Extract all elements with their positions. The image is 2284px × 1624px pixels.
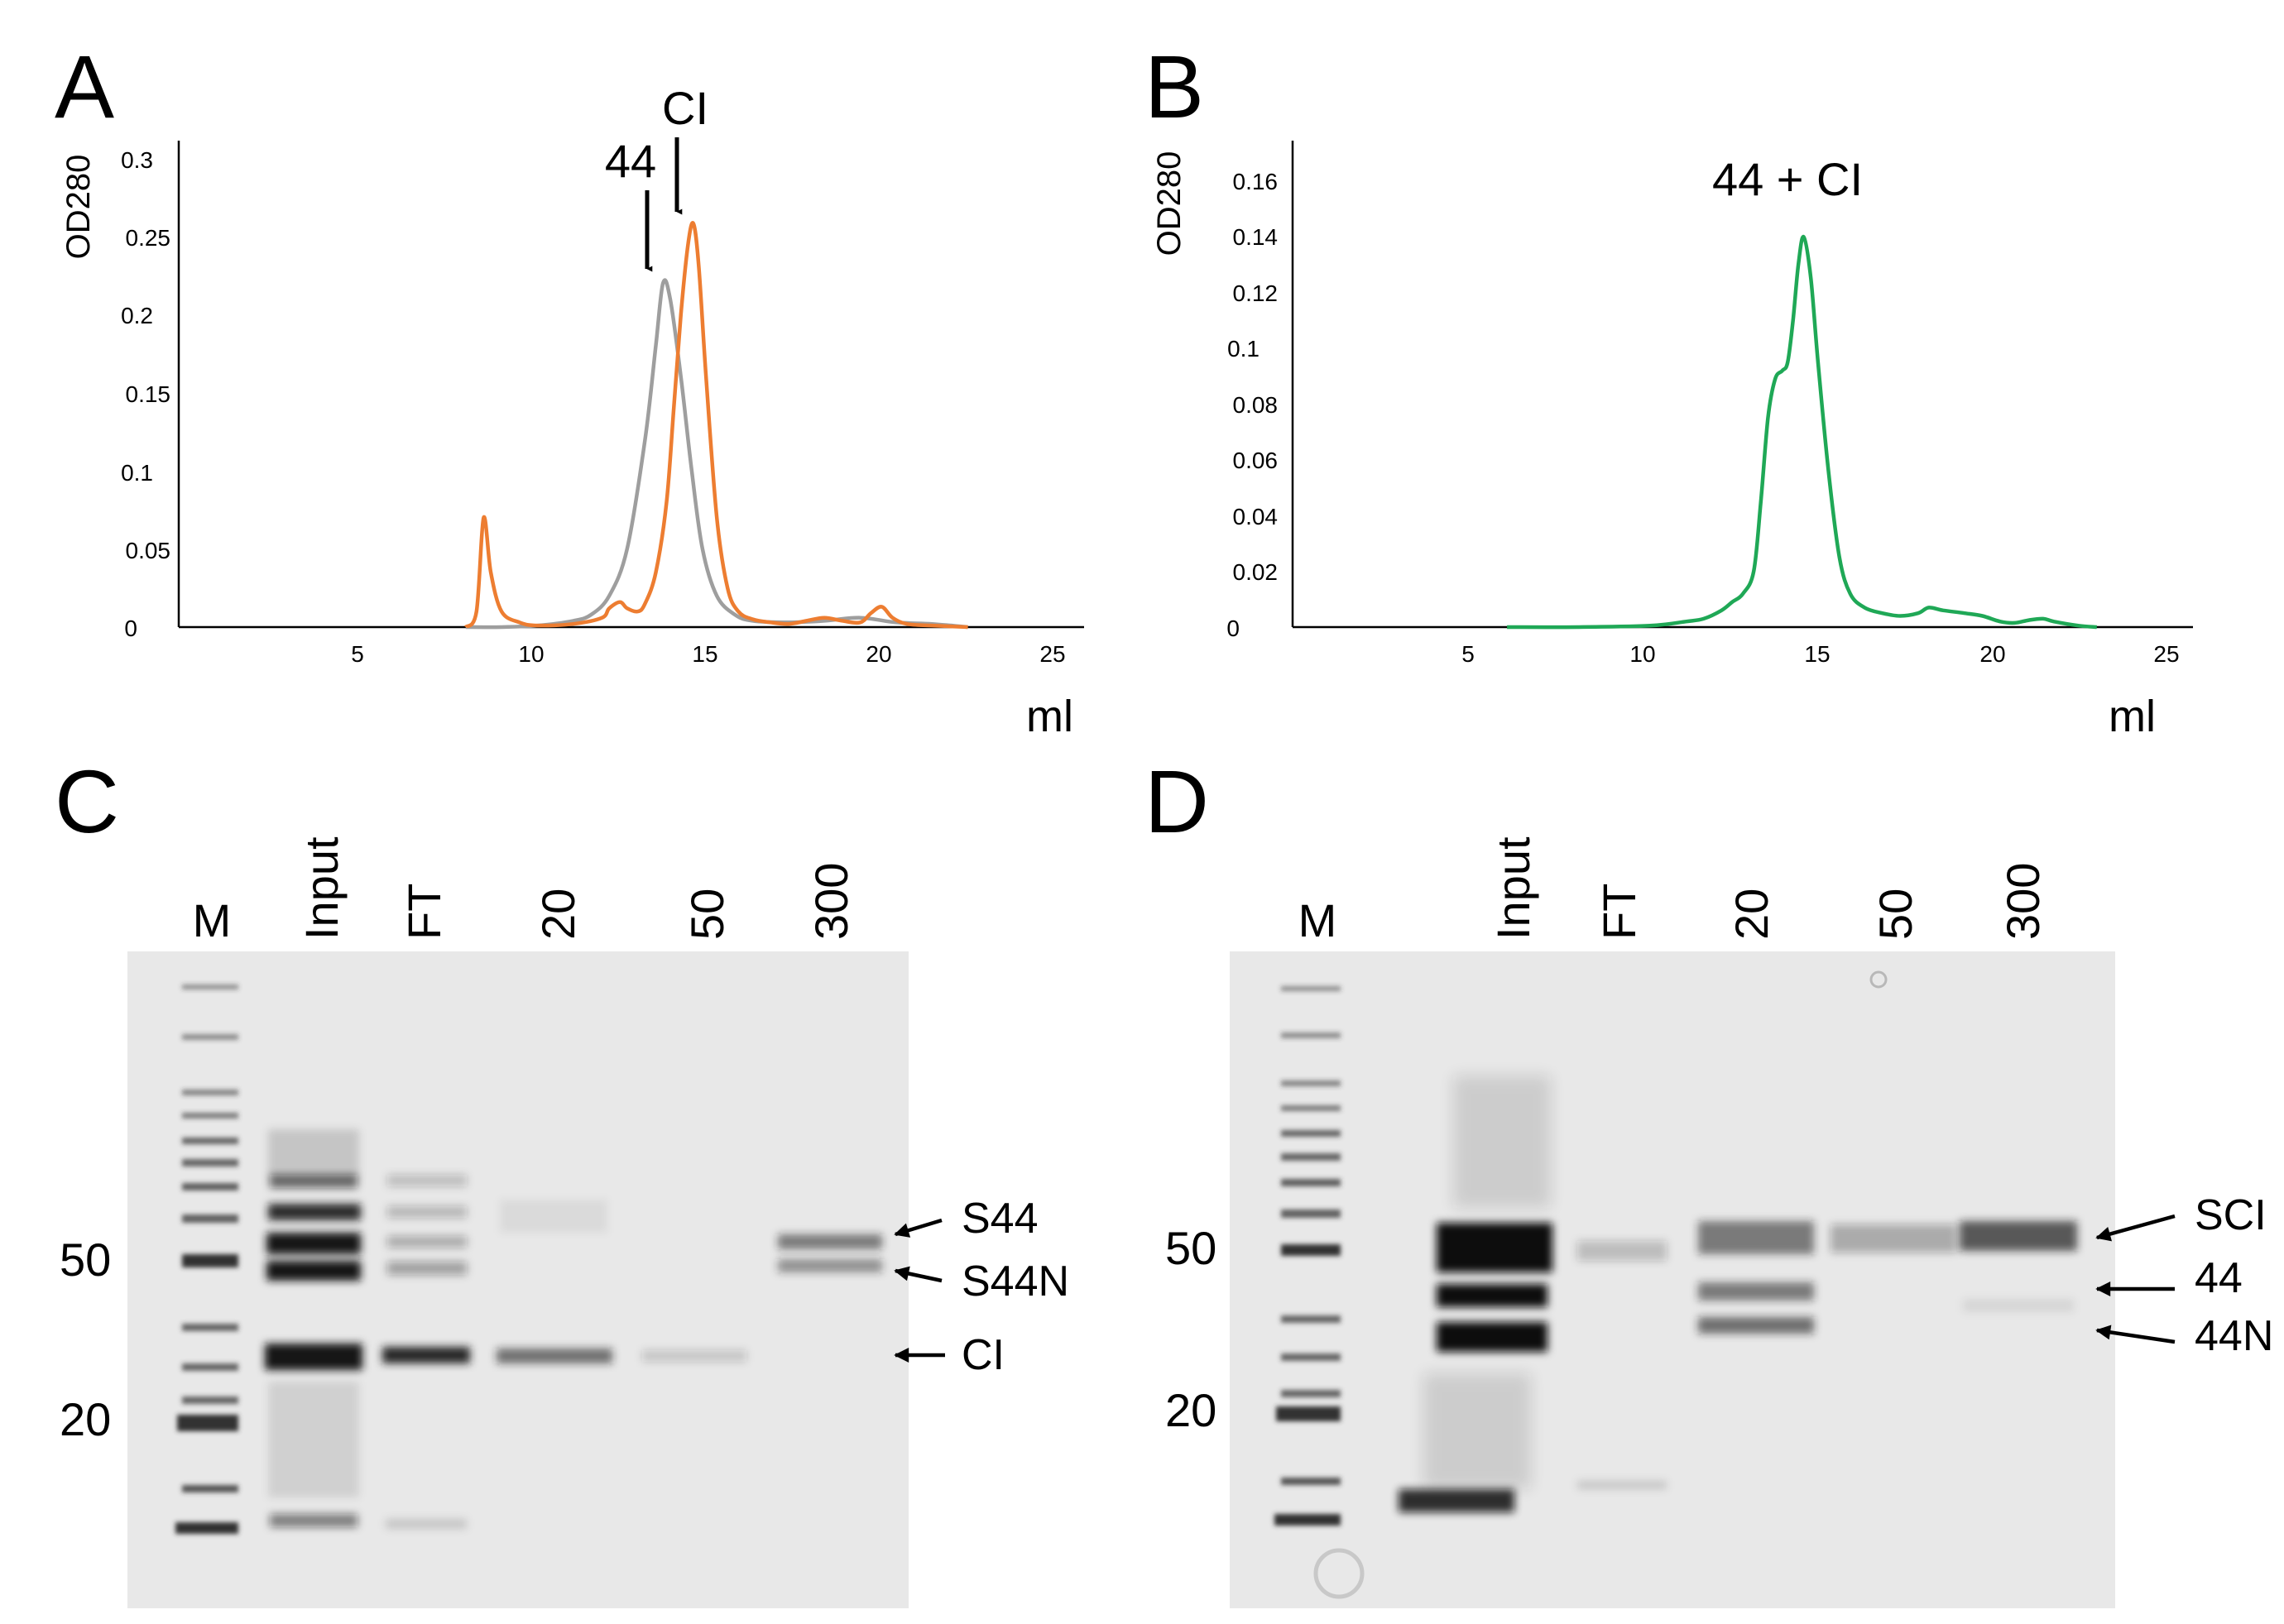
gel-d-lane-label: 50 bbox=[1869, 889, 1922, 940]
band-arrow-44n bbox=[2095, 1325, 2176, 1344]
chart-b-xlabel: ml bbox=[2109, 692, 2156, 741]
panel-letter-d: D bbox=[1144, 751, 1209, 851]
gel-c-lane-label: 50 bbox=[681, 889, 733, 940]
chart-b-ytick: 0.02 bbox=[1233, 559, 1279, 585]
chart-b-ytick: 0.14 bbox=[1233, 224, 1279, 250]
chart-b-ytick: 0.06 bbox=[1233, 448, 1279, 473]
panel-a: A OD280 ml 0 0.05 0.1 0.15 0.2 0.25 0.3 … bbox=[55, 36, 1084, 741]
panel-c: C M Input FT 20 50 300 bbox=[55, 751, 1069, 1608]
gel-c-lane-label: Input bbox=[295, 836, 348, 940]
gel-c-lane-label: 300 bbox=[805, 863, 857, 940]
band-label-44: 44 bbox=[2195, 1254, 2243, 1302]
chart-b-ytick: 0 bbox=[1226, 616, 1240, 641]
chart-b-ytick: 0.04 bbox=[1233, 504, 1279, 529]
chart-a-ytick: 0.25 bbox=[126, 225, 171, 251]
chart-a: OD280 ml 0 0.05 0.1 0.15 0.2 0.25 0.3 5 … bbox=[60, 82, 1084, 741]
chart-b-ytick: 0.16 bbox=[1233, 169, 1279, 194]
chart-a-series-orange bbox=[463, 221, 968, 630]
annotation-44: 44 bbox=[605, 135, 656, 187]
chart-a-ytick: 0.1 bbox=[121, 460, 153, 486]
chart-b-xtick: 5 bbox=[1461, 641, 1475, 667]
gel-d-lane-label: M bbox=[1298, 894, 1337, 946]
chart-a-series-grey bbox=[465, 278, 968, 630]
gel-d-lane-label: 300 bbox=[1997, 863, 2049, 940]
band-arrow-s44 bbox=[894, 1218, 943, 1238]
gel-c-lane-300 bbox=[778, 1234, 882, 1272]
gel-d-lane-input bbox=[1399, 1075, 1552, 1512]
chart-a-xtick: 15 bbox=[692, 641, 717, 667]
annotation-44-plus-ci: 44 + CI bbox=[1712, 153, 1863, 205]
gel-c-lane-50 bbox=[642, 1350, 746, 1362]
chart-b: OD280 ml 0 0.02 0.04 0.06 0.08 0.1 0.12 … bbox=[1151, 141, 2193, 741]
chart-a-ytick: 0.3 bbox=[121, 147, 153, 173]
chart-b-xtick: 25 bbox=[2153, 641, 2179, 667]
band-label-ci: CI bbox=[962, 1331, 1005, 1379]
chart-a-ytick: 0 bbox=[124, 616, 137, 641]
chart-a-xtick: 20 bbox=[866, 641, 891, 667]
band-label-s44: S44 bbox=[962, 1195, 1039, 1243]
chart-b-yticks: 0 0.02 0.04 0.06 0.08 0.1 0.12 0.14 0.16 bbox=[1226, 169, 1278, 641]
chart-a-xtick: 5 bbox=[351, 641, 364, 667]
gel-c-lane-label: M bbox=[193, 894, 232, 946]
panel-b: B OD280 ml 0 0.02 0.04 0.06 0.08 0.1 0.1… bbox=[1144, 36, 2193, 741]
chart-a-xlabel: ml bbox=[1026, 692, 1073, 741]
panel-letter-c: C bbox=[55, 751, 119, 851]
panel-d: D M Input FT 20 50 300 bbox=[1144, 751, 2273, 1608]
chart-a-ytick: 0.15 bbox=[126, 381, 171, 407]
panel-letter-b: B bbox=[1144, 36, 1204, 137]
chart-b-ytick: 0.1 bbox=[1227, 336, 1260, 362]
gel-d-lane-ft bbox=[1577, 1241, 1667, 1489]
band-label-sci: SCI bbox=[2195, 1191, 2267, 1239]
gel-c-background bbox=[127, 951, 909, 1608]
chart-b-series-green bbox=[1507, 235, 2097, 630]
chart-b-ytick: 0.08 bbox=[1233, 392, 1279, 418]
gel-d-lane-label: FT bbox=[1593, 884, 1645, 940]
chart-b-xtick: 20 bbox=[1979, 641, 2005, 667]
band-label-s44n: S44N bbox=[962, 1258, 1069, 1305]
gel-d-lane-50 bbox=[1831, 1224, 1956, 1253]
gel-c-lane-labels: M Input FT 20 50 300 bbox=[193, 836, 857, 946]
chart-b-xticks: 5 10 15 20 25 bbox=[1461, 641, 2179, 667]
gel-c-lane-label: 20 bbox=[532, 889, 584, 940]
chart-a-xtick: 10 bbox=[518, 641, 544, 667]
chart-b-ylabel: OD280 bbox=[1151, 151, 1188, 256]
gel-c-bands bbox=[175, 984, 882, 1534]
gel-c-mw-marker: 20 bbox=[60, 1393, 111, 1445]
gel-d-background bbox=[1230, 951, 2115, 1608]
annotation-ci: CI bbox=[662, 82, 708, 134]
band-arrow-sci bbox=[2095, 1214, 2176, 1242]
chart-a-xticks: 5 10 15 20 25 bbox=[351, 641, 1065, 667]
gel-d-mw-marker: 20 bbox=[1165, 1384, 1216, 1436]
panel-letter-a: A bbox=[55, 36, 114, 137]
gel-d-band-labels: SCI 44 44N bbox=[2095, 1191, 2273, 1360]
chart-a-xtick: 25 bbox=[1039, 641, 1065, 667]
gel-d-smudge bbox=[1313, 1548, 1365, 1599]
gel-d-smudge bbox=[1869, 970, 1888, 989]
gel-c-band-labels: S44 S44N CI bbox=[894, 1195, 1069, 1379]
chart-b-xtick: 15 bbox=[1804, 641, 1830, 667]
chart-a-ytick: 0.2 bbox=[121, 303, 153, 328]
gel-c-lane-20 bbox=[497, 1200, 612, 1363]
gel-d-bands bbox=[1274, 970, 2077, 1599]
band-arrow-s44n bbox=[894, 1266, 943, 1283]
gel-c-ladder bbox=[175, 984, 238, 1534]
gel-d-lane-20 bbox=[1698, 1221, 1814, 1334]
gel-d-mw-marker: 50 bbox=[1165, 1222, 1216, 1274]
gel-d-lane-300 bbox=[1960, 1221, 2077, 1312]
chart-a-yticks: 0 0.05 0.1 0.15 0.2 0.25 0.3 bbox=[121, 147, 170, 641]
gel-c-lane-label: FT bbox=[398, 884, 450, 940]
gel-c-lane-ft bbox=[382, 1175, 470, 1529]
gel-c-lane-input bbox=[265, 1129, 362, 1527]
band-label-44n: 44N bbox=[2195, 1312, 2273, 1360]
gel-d-lane-label: Input bbox=[1487, 836, 1539, 940]
gel-d-lane-label: 20 bbox=[1725, 889, 1778, 940]
gel-d-ladder bbox=[1274, 986, 1341, 1526]
gel-c-mw-marker: 50 bbox=[60, 1234, 111, 1286]
gel-d-lane-labels: M Input FT 20 50 300 bbox=[1298, 836, 2049, 946]
chart-b-ytick: 0.12 bbox=[1233, 280, 1279, 306]
chart-b-xtick: 10 bbox=[1629, 641, 1655, 667]
chart-a-ytick: 0.05 bbox=[126, 538, 171, 563]
chart-a-ylabel: OD280 bbox=[60, 155, 97, 260]
